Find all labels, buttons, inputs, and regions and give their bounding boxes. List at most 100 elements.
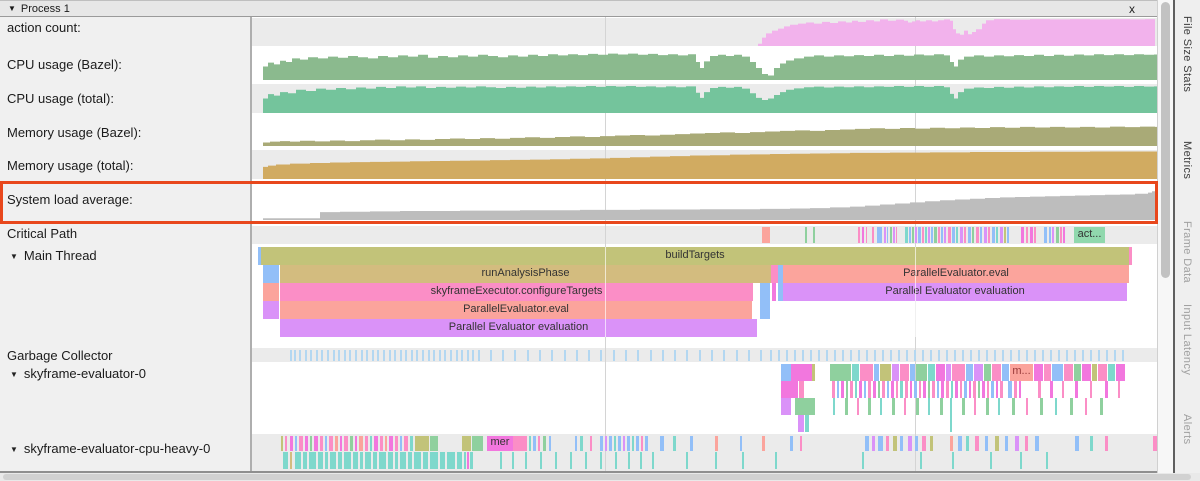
skyframe-evaluator-cpu-heavy-0-slice[interactable] — [281, 436, 283, 451]
horizontal-scrollbar[interactable] — [0, 473, 1200, 481]
skyframe-evaluator-cpu-heavy-0-slice[interactable] — [344, 436, 348, 451]
skyframe-evaluator-0-slice[interactable] — [969, 381, 971, 398]
gc-tick[interactable] — [1058, 350, 1060, 361]
skyframe-evaluator-cpu-heavy-0-slice[interactable] — [958, 436, 962, 451]
gc-tick[interactable] — [914, 350, 916, 361]
skyframe-evaluator-0-slice[interactable] — [1090, 381, 1092, 398]
critical-path-slice[interactable] — [1049, 227, 1051, 243]
gc-tick[interactable] — [405, 350, 407, 361]
gc-tick[interactable] — [400, 350, 402, 361]
gc-tick[interactable] — [1082, 350, 1084, 361]
gc-tick[interactable] — [613, 350, 615, 361]
vertical-scrollbar-thumb[interactable] — [1161, 2, 1170, 278]
skyframe-evaluator-cpu-heavy-0-slice[interactable] — [580, 436, 583, 451]
skyframe-evaluator-0-slice[interactable] — [910, 381, 912, 398]
skyframe-evaluator-cpu-heavy-0-slice[interactable] — [404, 436, 408, 451]
process-header[interactable]: ▼ Process 1 x — [0, 0, 1157, 17]
skyframe-evaluator-cpu-heavy-0-slice[interactable] — [872, 436, 875, 451]
skyframe-evaluator-cpu-heavy-0-slice[interactable] — [374, 436, 378, 451]
gc-tick[interactable] — [760, 350, 762, 361]
skyframe-evaluator-0-slice[interactable] — [932, 381, 935, 398]
critical-path-slice[interactable] — [972, 227, 974, 243]
skyframe-evaluator-cpu-heavy-0-slice[interactable] — [920, 452, 922, 469]
critical-path-slice[interactable] — [996, 227, 998, 243]
skyframe-evaluator-0-slice[interactable] — [1002, 364, 1009, 381]
gc-tick[interactable] — [450, 350, 452, 361]
skyframe-evaluator-cpu-heavy-0-slice[interactable] — [430, 452, 438, 469]
skyframe-evaluator-0-slice[interactable] — [1012, 398, 1015, 415]
garbage-collector-band[interactable] — [252, 348, 1157, 362]
main-thread-slice[interactable] — [772, 283, 776, 301]
skyframe-evaluator-cpu-heavy-0-slice[interactable] — [975, 436, 979, 451]
skyframe-evaluator-cpu-heavy-0-slice[interactable] — [952, 452, 954, 469]
skyframe-evaluator-cpu-heavy-0-slice[interactable] — [570, 452, 572, 469]
skyframe-evaluator-0-slice[interactable] — [1105, 381, 1108, 398]
mem-total-chart[interactable] — [252, 150, 1157, 179]
horizontal-scrollbar-thumb[interactable] — [3, 474, 1191, 480]
critical-path-slice[interactable] — [909, 227, 911, 243]
skyframe-evaluator-0-slice[interactable] — [1019, 381, 1021, 398]
skyframe-evaluator-cpu-heavy-0-slice[interactable] — [529, 436, 531, 451]
critical-path-slice[interactable] — [866, 227, 867, 243]
skyframe-evaluator-cpu-heavy-0-slice[interactable] — [470, 452, 473, 469]
gc-tick[interactable] — [294, 350, 296, 361]
skyframe-evaluator-0-slice[interactable] — [946, 381, 949, 398]
skyframe-evaluator-cpu-heavy-0-slice[interactable] — [350, 436, 353, 451]
skyframe-evaluator-0-slice[interactable] — [1000, 381, 1003, 398]
skyframe-evaluator-cpu-heavy-0-slice[interactable] — [325, 436, 327, 451]
critical-path-slice[interactable] — [1052, 227, 1054, 243]
skyframe-evaluator-0-slice[interactable] — [795, 398, 815, 415]
skyframe-evaluator-cpu-heavy-0-slice[interactable] — [329, 436, 333, 451]
main-thread-slice[interactable] — [263, 301, 279, 319]
skyframe-evaluator-cpu-heavy-0-slice[interactable] — [1046, 452, 1048, 469]
gc-tick[interactable] — [946, 350, 948, 361]
skyframe-evaluator-cpu-heavy-0-slice[interactable] — [645, 436, 648, 451]
skyframe-evaluator-0-slice[interactable] — [1062, 381, 1064, 398]
gc-tick[interactable] — [321, 350, 323, 361]
gc-tick[interactable] — [355, 350, 357, 361]
gc-tick[interactable] — [1114, 350, 1116, 361]
skyframe-evaluator-cpu-heavy-0-slice[interactable] — [862, 452, 864, 469]
main-thread-slice[interactable] — [258, 247, 261, 265]
skyframe-evaluator-cpu-heavy-0-slice[interactable] — [790, 436, 793, 451]
skyframe-evaluator-0-slice[interactable] — [1008, 381, 1012, 398]
skyframe-evaluator-cpu-heavy-0-slice[interactable] — [600, 452, 602, 469]
skyframe-evaluator-cpu-heavy-0-slice[interactable] — [575, 436, 577, 451]
skyframe-evaluator-0-slice[interactable] — [1026, 398, 1028, 415]
critical-path-slice[interactable] — [905, 227, 908, 243]
main-thread-slice[interactable]: Parallel Evaluator evaluation — [783, 283, 1127, 301]
skyframe-evaluator-0-slice[interactable] — [833, 398, 835, 415]
expand-triangle-icon[interactable]: ▼ — [10, 445, 18, 454]
main-thread-slice[interactable] — [760, 301, 770, 319]
skyframe-evaluator-0-slice[interactable] — [900, 381, 903, 398]
gc-tick[interactable] — [778, 350, 780, 361]
gc-tick[interactable] — [858, 350, 860, 361]
gc-tick[interactable] — [305, 350, 307, 361]
skyframe-evaluator-0-slice[interactable] — [1108, 364, 1115, 381]
critical-path-slice[interactable] — [956, 227, 958, 243]
skyframe-evaluator-0-slice[interactable] — [799, 381, 804, 398]
skyframe-evaluator-cpu-heavy-0-slice[interactable] — [457, 452, 462, 469]
skyframe-evaluator-0-slice[interactable] — [1082, 364, 1091, 381]
skyframe-evaluator-0-slice[interactable] — [859, 381, 862, 398]
main-thread-slice[interactable] — [778, 283, 783, 301]
skyframe-evaluator-cpu-heavy-0-slice[interactable] — [330, 452, 336, 469]
gc-tick[interactable] — [394, 350, 396, 361]
main-thread-slice[interactable]: buildTargets — [261, 247, 1129, 265]
track-label-skyframe-evaluator-cpu-heavy-0[interactable]: ▼ skyframe-evaluator-cpu-heavy-0 — [10, 441, 210, 456]
gc-tick[interactable] — [866, 350, 868, 361]
gc-tick[interactable] — [786, 350, 788, 361]
skyframe-evaluator-0-slice[interactable] — [846, 381, 848, 398]
gc-tick[interactable] — [600, 350, 602, 361]
skyframe-evaluator-0-slice[interactable] — [1038, 381, 1041, 398]
skyframe-evaluator-cpu-heavy-0-slice[interactable] — [762, 436, 765, 451]
gc-tick[interactable] — [444, 350, 446, 361]
gc-tick[interactable] — [551, 350, 553, 361]
skyframe-evaluator-cpu-heavy-0-slice[interactable] — [742, 452, 744, 469]
skyframe-evaluator-0-slice[interactable] — [998, 398, 1000, 415]
action-count-chart[interactable] — [252, 18, 1157, 46]
critical-path-slice[interactable] — [912, 227, 914, 243]
gc-tick[interactable] — [978, 350, 980, 361]
skyframe-evaluator-cpu-heavy-0-slice[interactable] — [320, 436, 323, 451]
critical-path-slice[interactable] — [1000, 227, 1003, 243]
